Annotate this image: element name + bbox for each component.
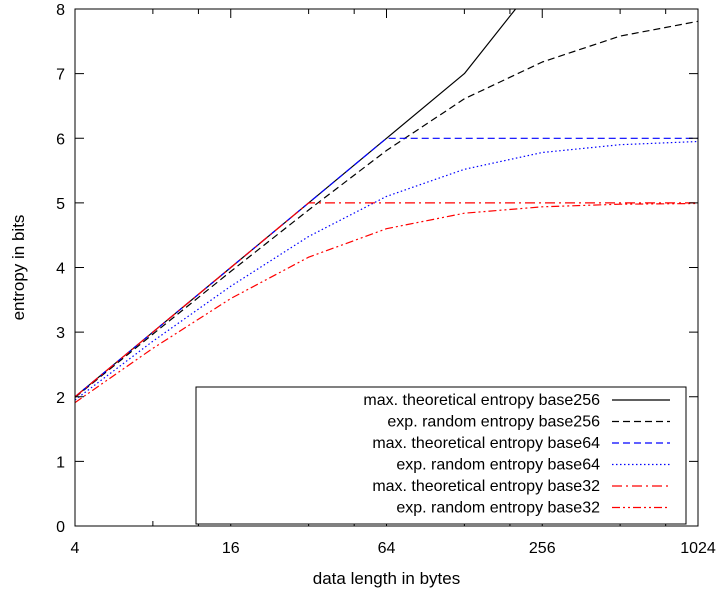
series-line-4	[74, 202, 698, 398]
x-tick-label: 1024	[680, 540, 716, 557]
y-tick-label: 7	[56, 67, 65, 84]
y-tick-label: 8	[56, 2, 65, 19]
series-line-1	[74, 20, 699, 398]
tick-layer: 0 1 2 3 4 5 6 7 8 4 16 64 256 1024	[56, 2, 716, 557]
legend-label-2: max. theoretical entropy base64	[372, 435, 600, 452]
series-line-5	[74, 202, 699, 404]
x-tick-label: 64	[378, 540, 396, 557]
y-axis-title: entropy in bits	[9, 215, 28, 321]
x-tick-label: 4	[71, 540, 80, 557]
y-tick-label: 4	[56, 261, 65, 278]
legend-label-1: exp. random entropy base256	[387, 414, 600, 431]
x-tick-label: 16	[222, 540, 240, 557]
y-tick-label: 0	[56, 519, 65, 536]
legend-label-0: max. theoretical entropy base256	[363, 392, 600, 409]
legend-label-5: exp. random entropy base32	[396, 500, 600, 517]
y-tick-label: 2	[56, 390, 65, 407]
series-layer	[74, 8, 699, 404]
y-tick-label: 3	[56, 325, 65, 342]
legend-box	[195, 386, 687, 525]
legend: max. theoretical entropy base256 exp. ran…	[195, 386, 687, 525]
series-line-2	[74, 137, 698, 398]
x-axis-title: data length in bytes	[313, 569, 460, 588]
y-tick-label: 6	[56, 131, 65, 148]
legend-label-3: exp. random entropy base64	[396, 457, 600, 474]
series-line-3	[74, 140, 699, 401]
y-tick-label: 5	[56, 196, 65, 213]
y-tick-label: 1	[56, 454, 65, 471]
legend-label-4: max. theoretical entropy base32	[372, 478, 600, 495]
x-tick-label: 256	[529, 540, 556, 557]
